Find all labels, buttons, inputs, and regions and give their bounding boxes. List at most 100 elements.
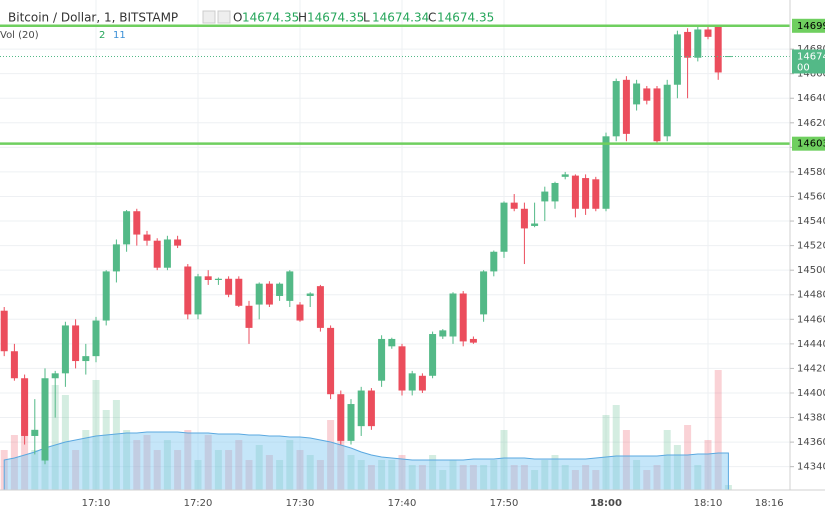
volume-bar [276,460,284,490]
candle-body [622,79,630,134]
x-tick-label: 18:10 [694,498,723,509]
x-tick-label: 17:30 [286,498,315,509]
volume-bar [357,460,365,490]
candle-body [398,346,406,391]
y-tick-label: 14420 [797,363,825,374]
volume-bar [245,460,253,490]
ohlc-label: L [363,11,370,25]
candle-body [153,240,161,268]
candle-body [408,373,416,391]
volume-bar [408,465,416,490]
x-tick-label: 17:40 [388,498,417,509]
candle-body [61,325,69,374]
volume-bar [633,460,641,490]
ohlc-label: O [233,11,242,25]
y-tick-label: 14580 [797,167,825,178]
candle-body [704,29,712,37]
volume-bar [296,450,304,490]
volume-bar [551,455,559,490]
volume-legend-label: Vol (20) [0,30,39,41]
candle-body [643,88,651,101]
candle-body [551,182,559,202]
y-tick-label: 14620 [797,118,825,129]
candle-body [184,266,192,315]
candle-body [388,338,396,347]
candle-body [286,271,294,301]
volume-bar [449,460,457,490]
candle-body [51,373,59,379]
y-tick-label: 14380 [797,413,825,424]
volume-bar [174,450,182,490]
volume-bar [306,455,314,490]
candle-body [112,244,120,272]
candle-body [225,278,233,295]
level-label: 14699 [797,21,825,32]
level-label: 14603 [797,139,825,150]
y-tick-label: 14540 [797,216,825,227]
y-tick-label: 14460 [797,314,825,325]
y-tick-label: 14480 [797,290,825,301]
y-tick-label: 14660 [797,69,825,80]
header-icon[interactable] [217,10,231,24]
candle-body [480,271,488,315]
candle-body [714,25,722,73]
ohlc-value: 14674.34 [372,11,429,25]
volume-bar [265,455,273,490]
volume-bar [225,450,233,490]
price-axis [790,0,825,510]
candle-body [520,208,528,229]
volume-bar [153,450,161,490]
candle-body [367,390,375,427]
volume-bar [541,460,549,490]
candle-body [316,286,324,328]
candle-body [561,174,569,177]
volume-bar [510,465,518,490]
volume-bar [398,455,406,490]
volume-bar [520,465,528,490]
ohlc-value: 14674.35 [307,11,364,25]
volume-bar [31,450,39,490]
volume-bar [612,405,620,490]
volume-bar [643,470,651,490]
x-tick-label: 18:16 [755,498,784,509]
candle-body [490,251,498,272]
volume-bar [602,415,610,490]
volume-bar [112,400,120,490]
volume-bar [388,460,396,490]
candle-body [214,278,222,280]
candle-body [612,81,620,137]
volume-bar [72,450,80,490]
volume-bar [92,380,100,490]
volume-bar [663,430,671,490]
candle-body [327,327,335,395]
ohlc-label: H [298,11,307,25]
volume-bar [327,420,335,490]
volume-bar [418,465,426,490]
y-tick-label: 14440 [797,339,825,350]
candle-body [133,211,141,235]
candle-body [235,278,243,306]
volume-bar [235,440,243,490]
volume-ma [3,431,729,491]
last-price-label: 14674 [797,51,825,62]
y-tick-label: 14340 [797,462,825,473]
volume-bar [21,405,29,490]
volume-bar [704,440,712,490]
candle-body [500,202,508,252]
candle-body [357,390,365,427]
candle-body [663,84,671,137]
candle-body [633,83,641,105]
volume-bar [694,465,702,490]
chart-title: Bitcoin / Dollar, 1, BITSTAMP [8,11,178,25]
candle-body [571,175,579,209]
candle-body [31,429,39,436]
ohlc-value: 14674.35 [242,11,299,25]
candle-body [459,293,467,342]
candle-body [143,234,151,241]
countdown: 00 [797,62,810,73]
volume-bar [286,440,294,490]
header-icon[interactable] [202,10,216,24]
candle-body [418,375,426,391]
candle-body [21,378,29,436]
